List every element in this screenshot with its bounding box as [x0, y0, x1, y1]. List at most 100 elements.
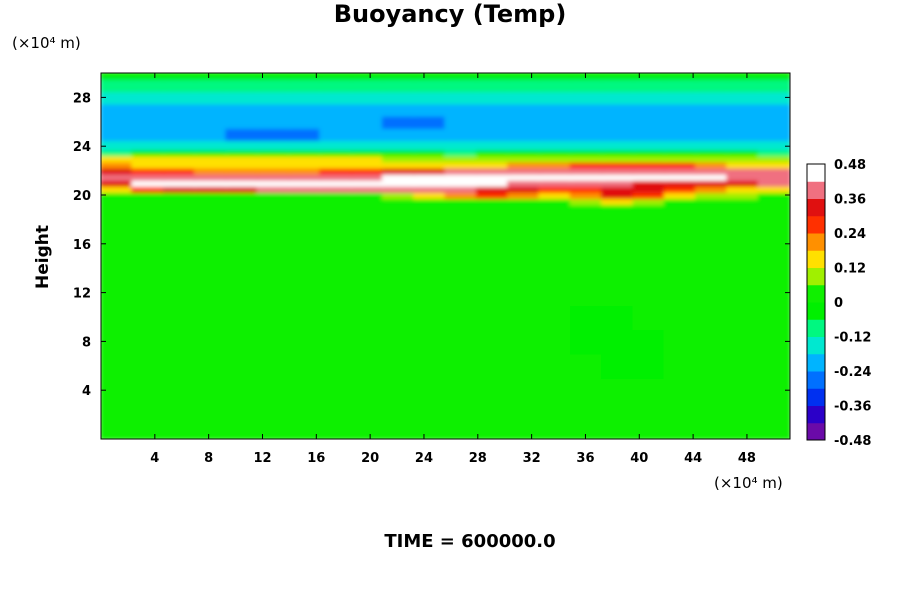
- heatmap-cell: [256, 212, 290, 227]
- heatmap-cell: [101, 279, 134, 306]
- heatmap-cell: [569, 184, 604, 193]
- heatmap-cell: [381, 73, 416, 81]
- heatmap-cell: [131, 377, 165, 404]
- heatmap-cell: [632, 212, 666, 227]
- heatmap-cell: [381, 224, 416, 239]
- heatmap-cell: [726, 172, 760, 181]
- heatmap-cell: [569, 401, 604, 428]
- heatmap-cell: [287, 197, 322, 206]
- heatmap-cell: [726, 139, 760, 151]
- heatmap-cell: [319, 377, 353, 404]
- heatmap-cell: [757, 279, 790, 306]
- heatmap-cell: [757, 212, 790, 227]
- heatmap-cell: [193, 425, 228, 439]
- heatmap-cell: [319, 166, 353, 175]
- heatmap-cell: [131, 425, 165, 439]
- heatmap-cell: [444, 328, 478, 355]
- y-tick-label: 28: [73, 91, 91, 106]
- heatmap-cell: [101, 212, 134, 227]
- heatmap-cell: [193, 78, 228, 93]
- heatmap-cell: [507, 73, 541, 81]
- heatmap-cell: [381, 154, 416, 163]
- heatmap-cell: [695, 279, 729, 306]
- heatmap-cell: [131, 78, 165, 93]
- heatmap-cell: [632, 102, 666, 117]
- heatmap-cell: [131, 212, 165, 227]
- heatmap-cell: [131, 154, 165, 163]
- heatmap-cell: [538, 377, 572, 404]
- heatmap-cell: [162, 148, 196, 157]
- heatmap-cell: [569, 328, 604, 355]
- heatmap-cell: [601, 255, 635, 282]
- heatmap-cell: [569, 224, 604, 239]
- heatmap-cell: [757, 166, 790, 175]
- heatmap-cell: [601, 197, 635, 206]
- heatmap-cell: [350, 90, 384, 105]
- heatmap-cell: [162, 126, 196, 142]
- heatmap-cell: [507, 184, 541, 193]
- heatmap-cell: [601, 401, 635, 428]
- heatmap-cell: [193, 139, 228, 151]
- heatmap-cell: [319, 352, 353, 379]
- heatmap-cell: [475, 203, 510, 215]
- heatmap-cell: [225, 178, 259, 187]
- heatmap-cell: [726, 160, 760, 169]
- heatmap-cell: [538, 148, 572, 157]
- heatmap-cell: [287, 166, 322, 175]
- heatmap-cell: [444, 102, 478, 117]
- heatmap-cell: [287, 184, 322, 193]
- heatmap-cell: [601, 425, 635, 439]
- heatmap-cell: [256, 139, 290, 151]
- heatmap-cell: [381, 178, 416, 187]
- heatmap-cell: [287, 160, 322, 169]
- heatmap-cell: [162, 154, 196, 163]
- heatmap-cell: [287, 73, 322, 81]
- heatmap-cell: [319, 255, 353, 282]
- heatmap-cell: [256, 148, 290, 157]
- heatmap-cell: [131, 148, 165, 157]
- heatmap-cell: [131, 352, 165, 379]
- heatmap-cell: [475, 78, 510, 93]
- heatmap-cell: [381, 160, 416, 169]
- heatmap-cell: [101, 154, 134, 163]
- heatmap-cell: [162, 184, 196, 193]
- heatmap-cell: [319, 303, 353, 331]
- time-label: TIME = 600000.0: [384, 531, 556, 552]
- heatmap-cell: [507, 166, 541, 175]
- heatmap-cell: [287, 212, 322, 227]
- heatmap-cell: [287, 78, 322, 93]
- heatmap-cell: [726, 148, 760, 157]
- heatmap-cell: [381, 352, 416, 379]
- heatmap-cell: [757, 425, 790, 439]
- heatmap-cell: [131, 197, 165, 206]
- heatmap-cell: [538, 401, 572, 428]
- heatmap-cell: [726, 90, 760, 105]
- colorbar-swatch: [807, 319, 825, 337]
- colorbar: 0.48 0.36 0.24 0.12 0 -0.12 -0.24 -0.36 -0.48: [806, 158, 871, 449]
- heatmap-cell: [632, 401, 666, 428]
- heatmap-cell: [632, 203, 666, 215]
- heatmap-cell: [101, 78, 134, 93]
- heatmap-cell: [162, 178, 196, 187]
- heatmap-cell: [695, 236, 729, 257]
- heatmap-cell: [663, 197, 698, 206]
- heatmap-cell: [475, 279, 510, 306]
- x-tick-label: 16: [307, 451, 325, 466]
- heatmap-cell: [256, 154, 290, 163]
- heatmap-cell: [413, 352, 447, 379]
- heatmap-cell: [601, 184, 635, 193]
- heatmap-cell: [601, 160, 635, 169]
- heatmap-cell: [695, 184, 729, 193]
- heatmap-cell: [663, 166, 698, 175]
- heatmap-cell: [444, 352, 478, 379]
- heatmap-cell: [632, 166, 666, 175]
- heatmap-cell: [162, 102, 196, 117]
- heatmap-cell: [663, 328, 698, 355]
- heatmap-cell: [507, 197, 541, 206]
- heatmap-cell: [162, 236, 196, 257]
- heatmap-cell: [319, 78, 353, 93]
- heatmap-cell: [131, 126, 165, 142]
- heatmap-cell: [350, 401, 384, 428]
- heatmap-cell: [350, 166, 384, 175]
- heatmap-cell: [162, 328, 196, 355]
